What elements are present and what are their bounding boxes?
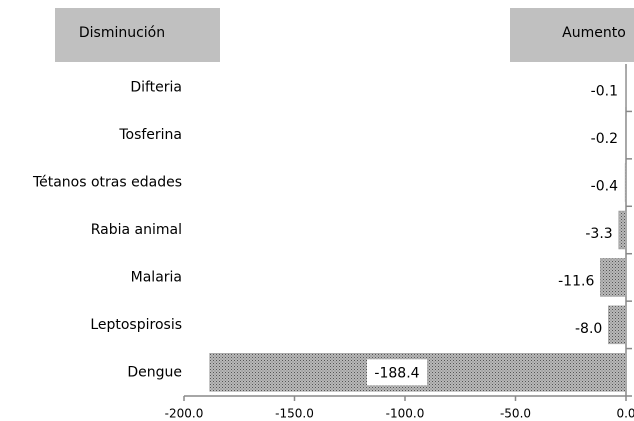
- header-left: Disminución: [79, 25, 165, 41]
- bar: [624, 163, 627, 202]
- category-label: Tétanos otras edades: [32, 175, 182, 191]
- x-tick-label: 0.0: [616, 407, 634, 421]
- value-label: -0.4: [591, 179, 618, 195]
- x-tick-label: -50.0: [500, 407, 531, 421]
- category-label: Tosferina: [118, 127, 182, 143]
- header-box: [55, 8, 220, 62]
- value-label: -11.6: [558, 273, 594, 289]
- value-label: -188.4: [374, 365, 419, 381]
- category-label: Dengue: [127, 364, 182, 380]
- value-label: -3.3: [585, 226, 612, 242]
- bar: [600, 258, 627, 297]
- category-label: Rabia animal: [91, 222, 182, 238]
- header-right: Aumento: [562, 25, 626, 41]
- x-tick-label: -150.0: [275, 407, 314, 421]
- x-tick-label: -200.0: [165, 407, 204, 421]
- value-label: -0.2: [591, 131, 618, 147]
- category-label: Difteria: [130, 80, 182, 96]
- value-label: -0.1: [591, 84, 618, 100]
- value-label: -8.0: [575, 321, 602, 337]
- bar: [608, 305, 627, 345]
- category-label: Leptospirosis: [90, 317, 182, 333]
- value-label-box: [366, 359, 427, 386]
- bar: [618, 210, 627, 250]
- category-label: Malaria: [131, 269, 182, 285]
- x-tick-label: -100.0: [386, 407, 425, 421]
- header-box: [510, 8, 634, 62]
